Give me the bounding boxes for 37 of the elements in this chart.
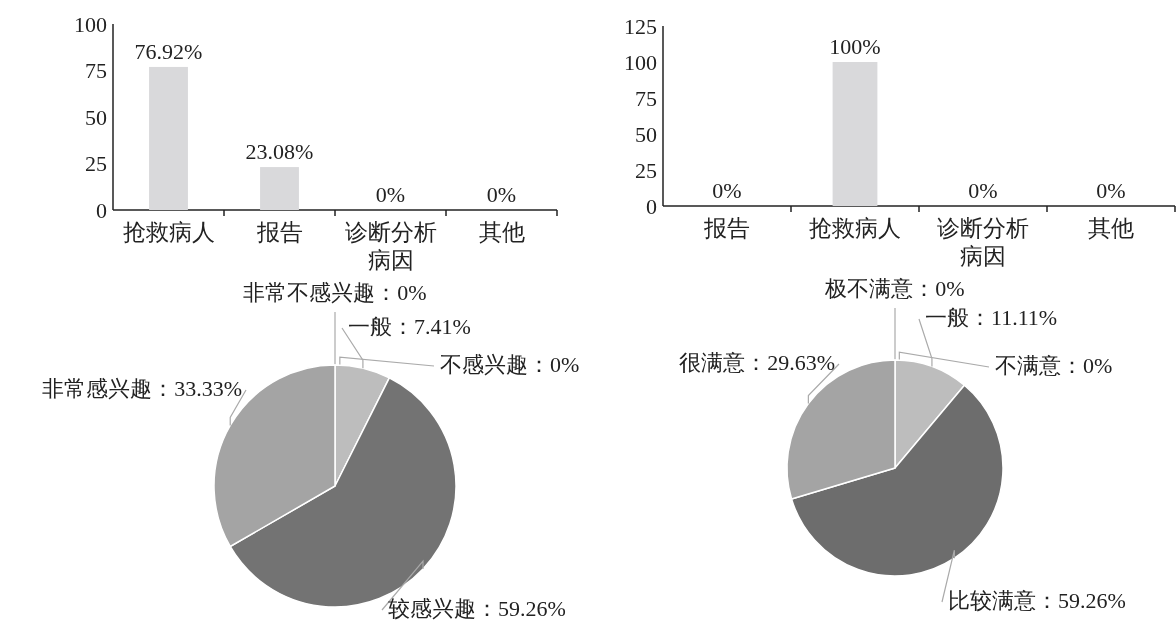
- x-tick-label: 其他: [1088, 216, 1134, 241]
- slice-label: 一般：7.41%: [348, 314, 471, 339]
- data-label: 76.92%: [134, 38, 203, 64]
- data-label: 100%: [829, 34, 881, 59]
- slice-label: 较感兴趣：59.26%: [388, 596, 566, 621]
- y-tick-label: 25: [85, 151, 107, 176]
- x-tick-label: 诊断分析病因: [937, 216, 1029, 269]
- y-tick-label: 75: [85, 58, 107, 83]
- y-tick-label: 125: [624, 13, 657, 39]
- data-label: 0%: [968, 178, 998, 203]
- legend-label: 不感兴趣：0%: [440, 352, 580, 377]
- category-label: 极不满意：0%: [825, 276, 965, 301]
- slice-label: 比较满意：59.26%: [948, 588, 1126, 613]
- y-tick-label: 100: [74, 11, 107, 37]
- x-tick-label: 抢救病人: [809, 216, 901, 241]
- x-tick-label: 诊断分析病因: [344, 220, 437, 273]
- category-label: 非常不感兴趣：0%: [243, 280, 427, 305]
- slice-label: 非常感兴趣：33.33%: [42, 376, 242, 401]
- y-tick-label: 25: [635, 157, 657, 183]
- y-tick-label: 0: [646, 193, 657, 219]
- data-label: 0%: [712, 178, 742, 203]
- legend-label: 不满意：0%: [995, 353, 1113, 378]
- data-label: 0%: [1096, 178, 1126, 203]
- x-tick-label: 报告: [255, 220, 303, 245]
- data-label: 0%: [486, 182, 517, 207]
- y-tick-label: 50: [85, 104, 107, 130]
- x-tick-label: 报告: [703, 216, 750, 241]
- y-tick-label: 0: [96, 197, 107, 223]
- y-tick-label: 50: [635, 121, 657, 147]
- y-tick-label: 100: [624, 49, 657, 75]
- x-tick-label: 其他: [478, 220, 525, 245]
- x-tick-label: 抢救病人: [122, 220, 215, 245]
- y-tick-label: 75: [635, 85, 657, 111]
- slice-label: 一般：11.11%: [925, 305, 1058, 330]
- data-label: 23.08%: [245, 139, 314, 165]
- data-label: 0%: [375, 182, 406, 207]
- slice-label: 很满意：29.63%: [679, 350, 835, 375]
